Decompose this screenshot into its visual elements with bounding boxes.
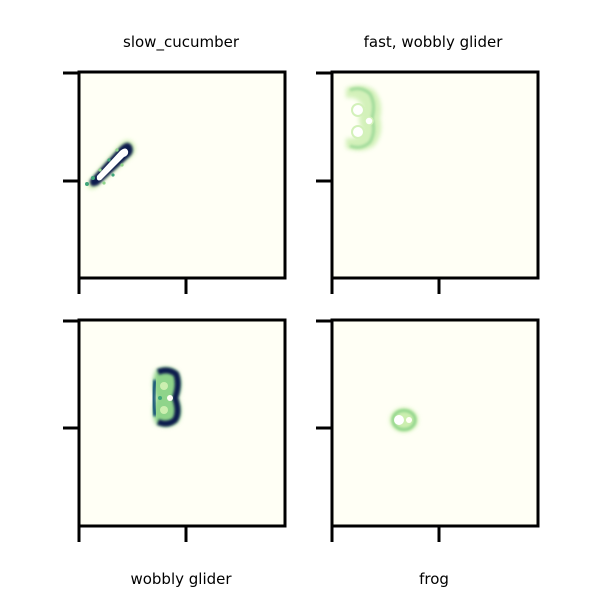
panel-title: fast, wobbly glider xyxy=(364,33,504,51)
panel-fast-wobbly-glider: fast, wobbly glider xyxy=(316,33,540,294)
panel-slow-cucumber: slow_cucumber xyxy=(63,33,287,294)
panel-frame xyxy=(330,70,540,280)
panel-wobbly-glider: wobbly glider xyxy=(63,318,287,588)
panel-frog: frog xyxy=(316,318,540,588)
panel-frame xyxy=(77,318,287,528)
heatmap-background xyxy=(332,320,538,526)
panel-title: frog xyxy=(419,570,449,588)
heatmap-blob xyxy=(151,367,181,427)
heatmap-blob xyxy=(346,85,382,151)
panel-title: slow_cucumber xyxy=(123,33,240,52)
panel-frame xyxy=(330,318,540,528)
heatmap-blob xyxy=(390,408,418,432)
panel-title: wobbly glider xyxy=(130,570,232,588)
heatmap-blob xyxy=(85,140,136,190)
heatmap-background xyxy=(79,320,285,526)
panel-frame xyxy=(77,70,287,280)
